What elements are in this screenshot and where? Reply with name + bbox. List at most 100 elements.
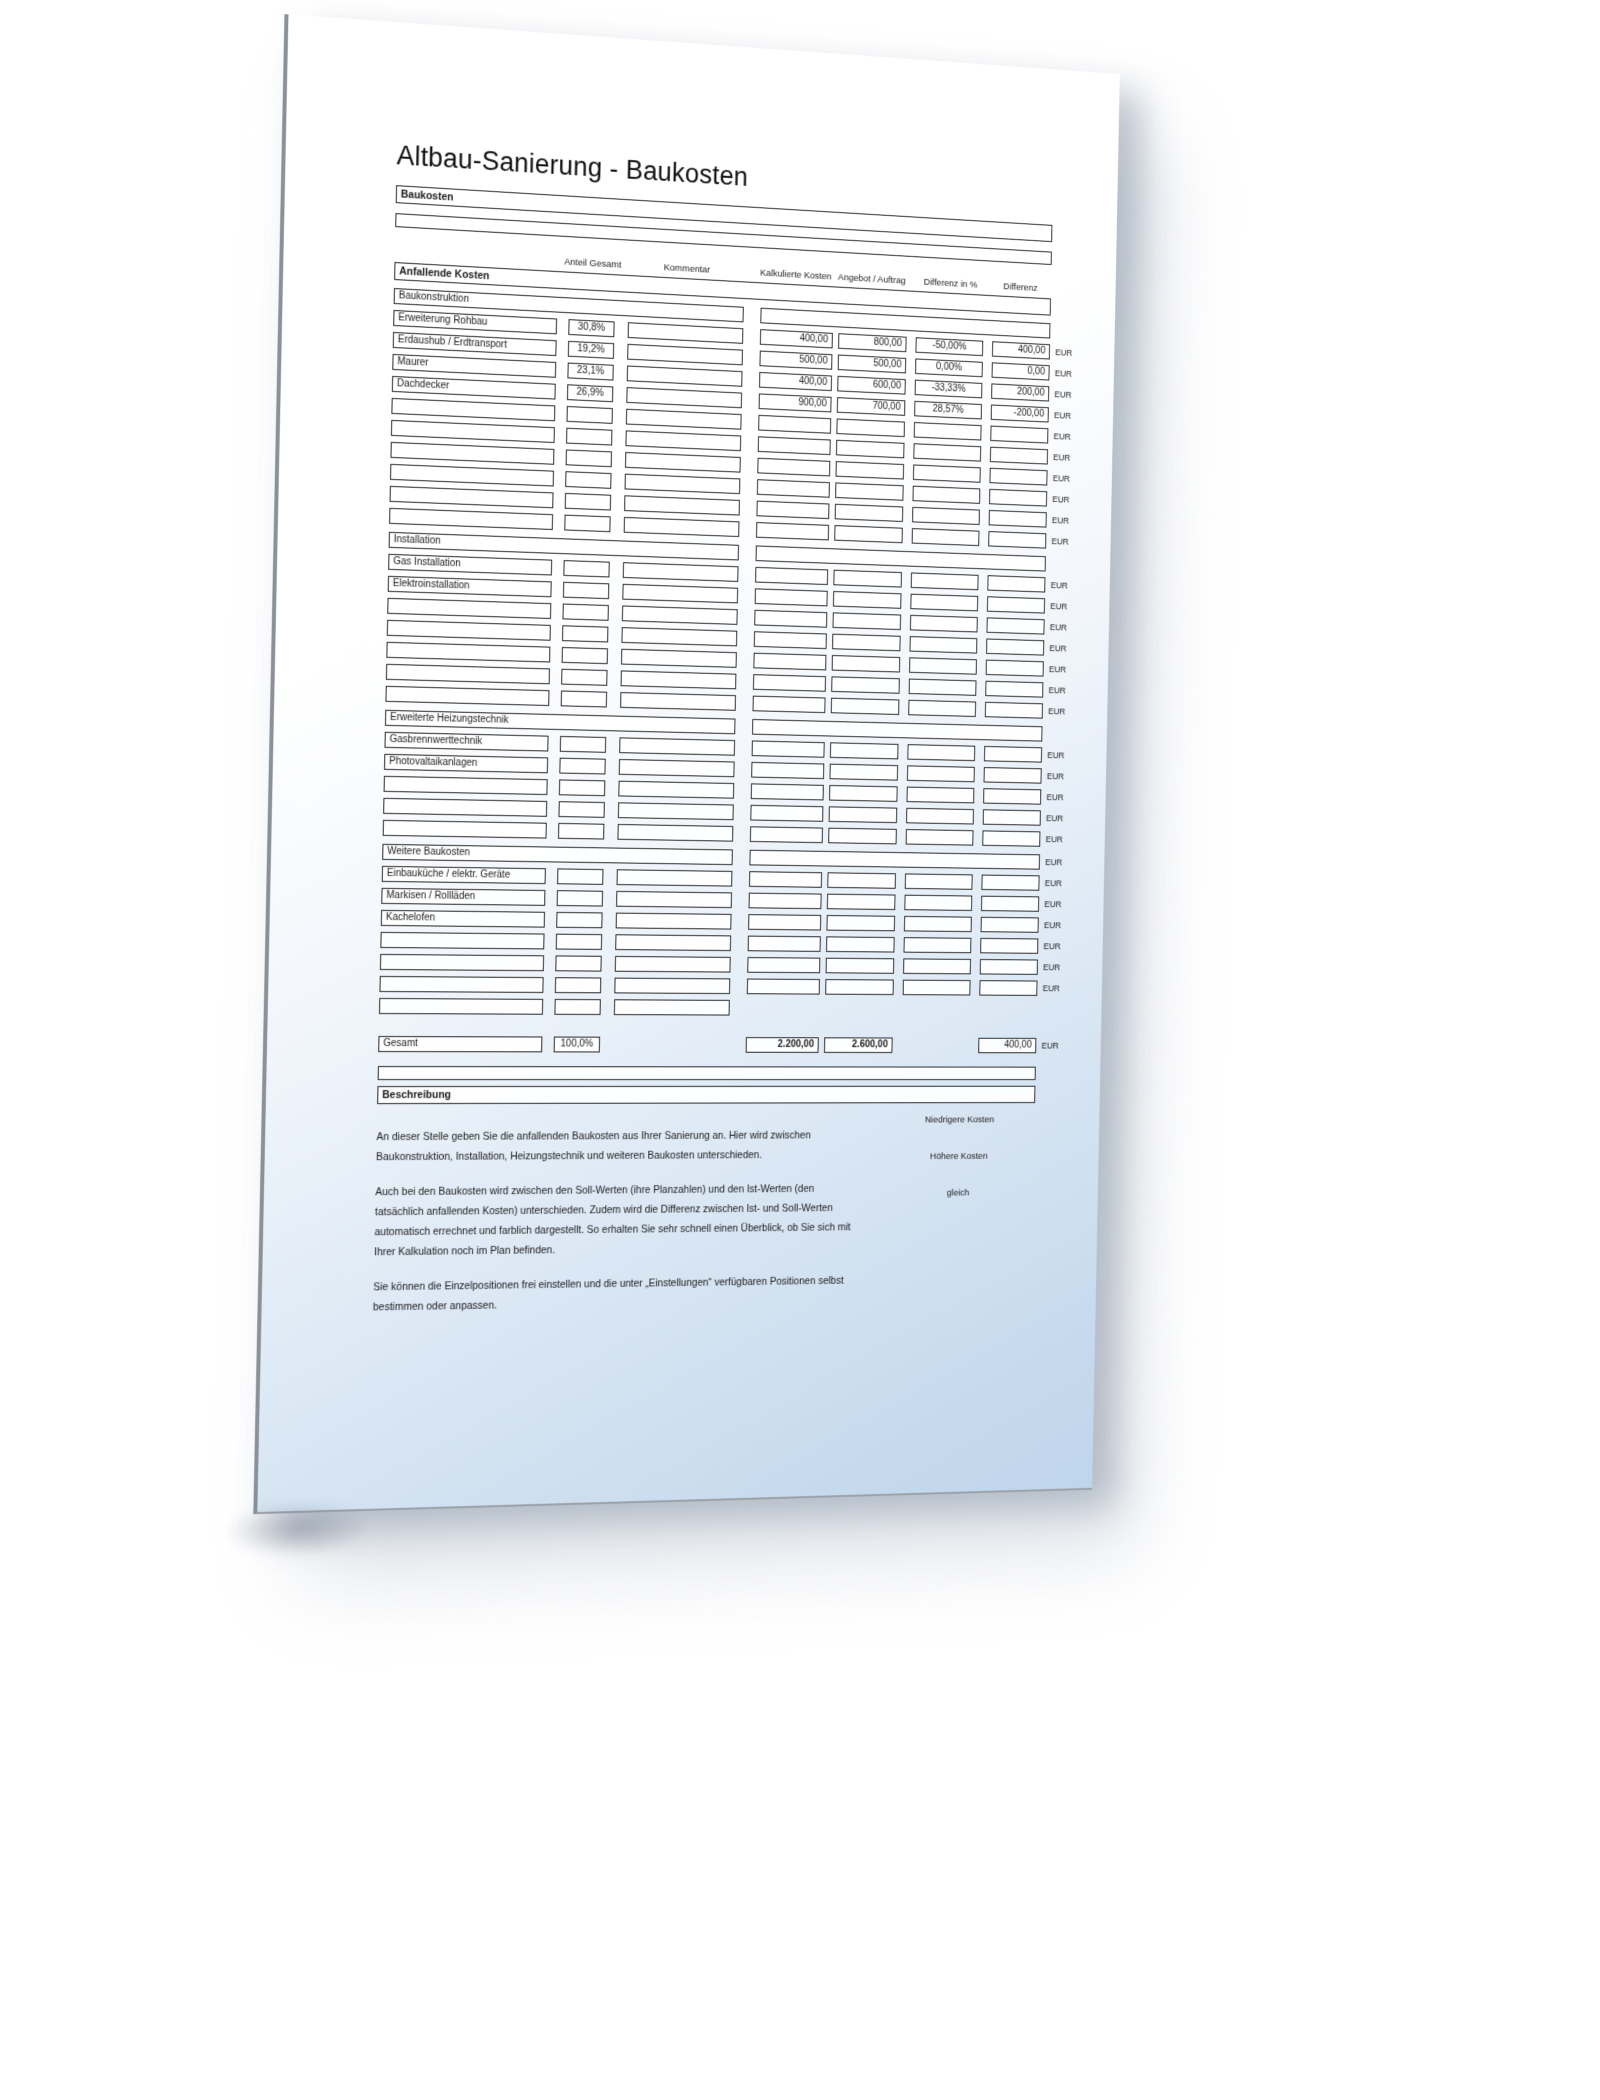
angebot-auftrag-cell[interactable] — [829, 742, 899, 760]
differenz-cell[interactable] — [979, 959, 1038, 975]
differenz-cell[interactable] — [990, 425, 1049, 444]
differenz-prozent-cell[interactable] — [909, 636, 978, 654]
differenz-prozent-cell[interactable]: -50,00% — [915, 337, 984, 357]
differenz-cell[interactable] — [986, 617, 1045, 635]
differenz-cell[interactable] — [982, 830, 1041, 847]
differenz-cell[interactable] — [981, 874, 1040, 891]
angebot-auftrag-cell[interactable] — [832, 591, 902, 609]
anteil-gesamt-cell[interactable] — [561, 647, 608, 665]
differenz-prozent-cell[interactable] — [911, 528, 980, 547]
kalkulierte-kosten-cell[interactable]: 900,00 — [758, 393, 832, 413]
kommentar-cell[interactable] — [627, 343, 743, 366]
differenz-prozent-cell[interactable] — [904, 894, 973, 911]
kommentar-cell[interactable] — [616, 890, 732, 909]
kalkulierte-kosten-cell[interactable]: 500,00 — [759, 350, 833, 370]
kalkulierte-kosten-cell[interactable] — [747, 935, 821, 952]
angebot-auftrag-cell[interactable] — [828, 806, 898, 824]
angebot-auftrag-cell[interactable] — [833, 569, 902, 588]
angebot-auftrag-cell[interactable]: 500,00 — [837, 354, 907, 374]
kalkulierte-kosten-cell[interactable] — [751, 740, 825, 758]
item-label-cell[interactable]: Dachdecker — [391, 375, 556, 400]
differenz-cell[interactable] — [985, 680, 1044, 698]
differenz-prozent-cell[interactable] — [908, 678, 977, 696]
section-values-cell[interactable] — [749, 849, 1040, 870]
item-label-cell[interactable] — [379, 975, 544, 993]
angebot-auftrag-cell[interactable] — [826, 936, 895, 953]
angebot-auftrag-cell[interactable] — [832, 633, 901, 652]
total-anteil-cell[interactable]: 100,0% — [553, 1036, 601, 1053]
item-label-cell[interactable] — [389, 485, 554, 509]
item-label-cell[interactable] — [390, 441, 555, 465]
kalkulierte-kosten-cell[interactable] — [755, 566, 829, 586]
anteil-gesamt-cell[interactable] — [555, 955, 602, 972]
differenz-cell[interactable] — [989, 467, 1048, 486]
anteil-gesamt-cell[interactable] — [566, 427, 613, 446]
differenz-cell[interactable] — [986, 638, 1045, 656]
kommentar-cell[interactable] — [625, 430, 742, 452]
kalkulierte-kosten-cell[interactable] — [756, 522, 830, 541]
item-label-cell[interactable] — [382, 819, 547, 839]
kommentar-cell[interactable] — [614, 955, 731, 973]
kommentar-cell[interactable] — [624, 473, 741, 495]
kommentar-cell[interactable] — [623, 516, 740, 538]
differenz-prozent-cell[interactable] — [912, 506, 980, 525]
differenz-cell[interactable] — [983, 788, 1042, 805]
total-differenz-cell[interactable]: 400,00 — [978, 1037, 1037, 1054]
item-label-cell[interactable] — [391, 397, 556, 422]
anteil-gesamt-cell[interactable]: 26,9% — [566, 384, 614, 403]
differenz-cell[interactable] — [988, 509, 1047, 528]
angebot-auftrag-cell[interactable] — [835, 461, 905, 480]
differenz-cell[interactable]: 200,00 — [991, 383, 1050, 402]
total-angebot-auftrag-cell[interactable]: 2.600,00 — [824, 1037, 893, 1053]
item-label-cell[interactable]: Maurer — [392, 353, 557, 378]
differenz-prozent-cell[interactable] — [906, 765, 975, 783]
anteil-gesamt-cell[interactable] — [562, 603, 609, 621]
kalkulierte-kosten-cell[interactable] — [748, 871, 823, 888]
angebot-auftrag-cell[interactable] — [830, 697, 900, 715]
differenz-prozent-cell[interactable] — [905, 829, 974, 846]
differenz-prozent-cell[interactable]: 28,57% — [914, 400, 982, 420]
item-label-cell[interactable] — [390, 463, 554, 487]
differenz-prozent-cell[interactable] — [907, 744, 976, 762]
kalkulierte-kosten-cell[interactable] — [749, 826, 823, 844]
item-label-cell[interactable]: Markisen / Rollläden — [381, 887, 546, 906]
anteil-gesamt-cell[interactable]: 30,8% — [568, 319, 615, 338]
differenz-cell[interactable] — [984, 701, 1043, 719]
differenz-prozent-cell[interactable] — [908, 699, 977, 717]
kalkulierte-kosten-cell[interactable] — [748, 892, 822, 910]
kalkulierte-kosten-cell[interactable] — [752, 674, 826, 692]
kommentar-cell[interactable] — [627, 322, 744, 344]
anteil-gesamt-cell[interactable] — [564, 492, 612, 511]
angebot-auftrag-cell[interactable]: 800,00 — [838, 333, 907, 353]
angebot-auftrag-cell[interactable] — [829, 763, 899, 781]
anteil-gesamt-cell[interactable] — [559, 757, 606, 775]
kommentar-cell[interactable] — [617, 823, 734, 842]
item-label-cell[interactable] — [390, 419, 555, 444]
differenz-cell[interactable] — [988, 531, 1047, 549]
anteil-gesamt-cell[interactable] — [561, 668, 608, 686]
angebot-auftrag-cell[interactable] — [826, 893, 896, 911]
item-label-cell[interactable]: Gasbrennwerttechnik — [384, 731, 549, 752]
kalkulierte-kosten-cell[interactable] — [750, 783, 824, 801]
differenz-prozent-cell[interactable] — [906, 786, 975, 804]
item-label-cell[interactable]: Einbauküche / elektr. Geräte — [381, 865, 546, 885]
kalkulierte-kosten-cell[interactable] — [752, 695, 826, 714]
angebot-auftrag-cell[interactable] — [826, 915, 896, 932]
item-label-cell[interactable] — [378, 997, 544, 1015]
section-name-cell[interactable]: Erweiterte Heizungstechnik — [384, 709, 736, 735]
differenz-cell[interactable] — [980, 937, 1039, 954]
item-label-cell[interactable] — [386, 641, 551, 663]
differenz-prozent-cell[interactable]: -33,33% — [914, 379, 983, 399]
differenz-prozent-cell[interactable] — [903, 915, 972, 933]
angebot-auftrag-cell[interactable] — [827, 872, 896, 889]
kalkulierte-kosten-cell[interactable] — [750, 804, 824, 822]
anteil-gesamt-cell[interactable] — [555, 933, 603, 950]
kommentar-cell[interactable] — [615, 934, 732, 952]
differenz-prozent-cell[interactable] — [909, 657, 977, 675]
differenz-prozent-cell[interactable] — [912, 464, 981, 483]
kommentar-cell[interactable] — [625, 408, 742, 430]
item-label-cell[interactable]: Photovaltaikanlagen — [384, 753, 549, 774]
angebot-auftrag-cell[interactable]: 600,00 — [837, 375, 906, 395]
differenz-cell[interactable]: 400,00 — [991, 341, 1051, 360]
differenz-prozent-cell[interactable] — [910, 572, 979, 591]
